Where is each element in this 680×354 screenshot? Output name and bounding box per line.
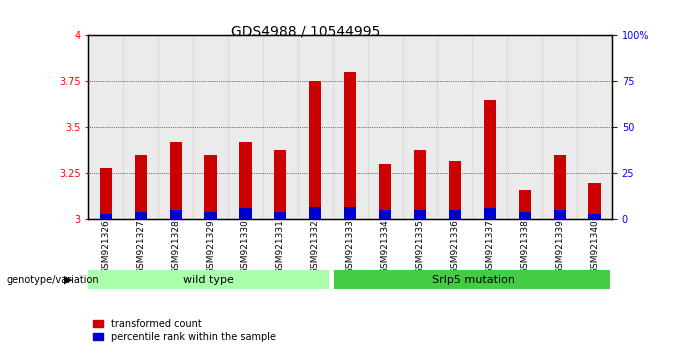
Bar [135,155,147,219]
Bar [577,35,612,219]
Text: GSM921329: GSM921329 [206,219,215,274]
Bar [158,35,193,219]
Bar [588,183,600,219]
Bar [239,209,252,219]
Bar [588,214,600,219]
Text: GSM921338: GSM921338 [520,219,529,274]
Text: GSM921328: GSM921328 [171,219,180,274]
Text: GSM921340: GSM921340 [590,219,599,274]
Bar [193,35,228,219]
Bar [205,155,217,219]
Bar [88,35,123,219]
FancyBboxPatch shape [88,270,329,289]
Bar [519,190,531,219]
Text: GSM921335: GSM921335 [415,219,424,274]
Bar [437,35,473,219]
Text: GSM921337: GSM921337 [486,219,494,274]
Bar [135,212,147,219]
Text: GSM921334: GSM921334 [381,219,390,274]
Bar [239,142,252,219]
Bar [205,212,217,219]
Bar [554,155,566,219]
Bar [368,35,403,219]
Bar [414,210,426,219]
Bar [483,209,496,219]
Bar [309,207,322,219]
Text: ▶: ▶ [64,275,72,285]
Bar [379,164,391,219]
FancyBboxPatch shape [335,270,610,289]
Text: GSM921339: GSM921339 [555,219,564,274]
Text: GSM921327: GSM921327 [136,219,146,274]
Bar [263,35,298,219]
Text: genotype/variation: genotype/variation [7,275,99,285]
Bar [554,210,566,219]
Text: GSM921333: GSM921333 [345,219,355,274]
Bar [169,210,182,219]
Bar [344,72,356,219]
Bar [344,207,356,219]
Bar [100,168,112,219]
Bar [414,149,426,219]
Text: GSM921330: GSM921330 [241,219,250,274]
Bar [379,210,391,219]
Text: GSM921331: GSM921331 [276,219,285,274]
Text: GSM921332: GSM921332 [311,219,320,274]
Bar [274,212,286,219]
Bar [169,142,182,219]
Bar [309,81,322,219]
Bar [449,210,461,219]
Bar [542,35,577,219]
Legend: transformed count, percentile rank within the sample: transformed count, percentile rank withi… [93,319,276,342]
Bar [123,35,158,219]
Bar [507,35,542,219]
Text: wild type: wild type [184,275,235,285]
Bar [298,35,333,219]
Text: Srlp5 mutation: Srlp5 mutation [432,275,515,285]
Bar [519,212,531,219]
Bar [333,35,368,219]
Bar [449,161,461,219]
Text: GSM921326: GSM921326 [101,219,110,274]
Bar [100,214,112,219]
Bar [473,35,507,219]
Text: GDS4988 / 10544995: GDS4988 / 10544995 [231,25,381,39]
Bar [483,100,496,219]
Bar [403,35,437,219]
Bar [274,149,286,219]
Bar [228,35,263,219]
Text: GSM921336: GSM921336 [450,219,460,274]
